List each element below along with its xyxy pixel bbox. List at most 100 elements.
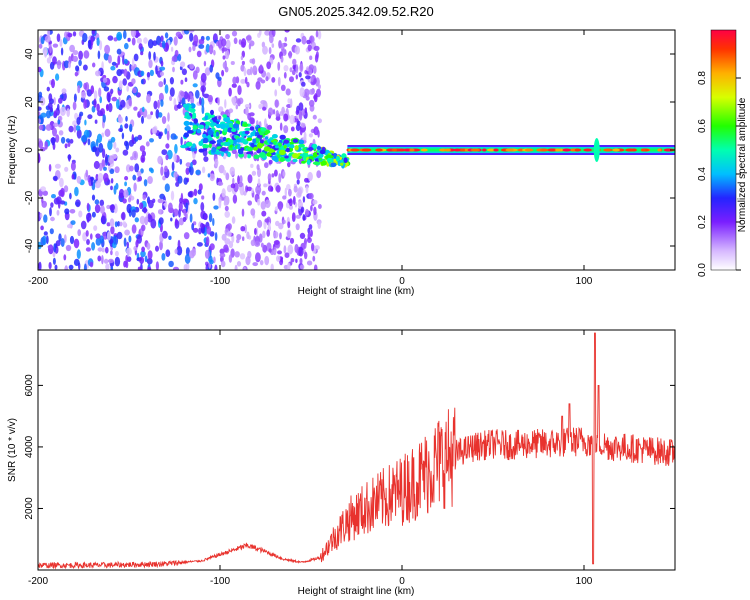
heatmap-cell — [239, 175, 243, 184]
heatmap-cell — [160, 99, 164, 107]
heatmap-cell — [211, 146, 216, 153]
heatmap-cell — [99, 40, 103, 51]
heatmap-cell — [216, 139, 223, 144]
heatmap-cell — [67, 224, 72, 229]
heatmap-cell — [40, 186, 46, 192]
heatmap-cell — [69, 209, 76, 214]
heatmap-cell — [200, 202, 205, 212]
heatmap-cell — [174, 248, 178, 254]
heatmap-cell — [182, 198, 189, 203]
heatmap-cell — [97, 110, 103, 117]
heatmap-cell — [204, 249, 210, 259]
heatmap-cell — [264, 255, 270, 266]
heatmap-cell — [207, 129, 214, 136]
heatmap-cell — [288, 198, 293, 207]
heatmap-cell — [69, 138, 74, 144]
heatmap-cell — [221, 188, 226, 198]
heatmap-cell — [296, 171, 301, 180]
heatmap-cell — [246, 186, 253, 192]
heatmap-cell — [92, 62, 96, 68]
heatmap-cell — [183, 177, 188, 185]
heatmap-cell — [657, 148, 662, 152]
heatmap-cell — [158, 112, 163, 118]
heatmap-cell — [570, 148, 576, 152]
heatmap-cell — [110, 226, 115, 235]
colorbar-tick-label: 0.8 — [697, 71, 708, 85]
heatmap-cell — [82, 32, 88, 43]
heatmap-cell — [180, 91, 185, 97]
heatmap-cell — [73, 93, 77, 103]
heatmap-cell — [470, 148, 481, 152]
heatmap-cell — [49, 228, 54, 235]
heatmap-cell — [288, 188, 292, 197]
heatmap-cell — [209, 64, 213, 73]
heatmap-cell — [183, 232, 190, 240]
heatmap-cell — [118, 116, 123, 124]
heatmap-cell — [226, 231, 232, 237]
heatmap-cell — [124, 176, 129, 181]
heatmap-cell — [56, 33, 61, 42]
heatmap-cell — [116, 231, 123, 240]
heatmap-cell — [164, 84, 169, 94]
heatmap-cell — [110, 185, 113, 191]
heatmap-cell — [87, 39, 92, 50]
heatmap-cell — [241, 133, 245, 138]
colorbar-gradient — [710, 29, 737, 271]
heatmap-cell — [277, 76, 281, 87]
heatmap-cell — [61, 88, 67, 94]
heatmap-cell — [201, 166, 206, 174]
heatmap-cell — [280, 55, 284, 63]
figure-title: GN05.2025.342.09.52.R20 — [278, 4, 433, 19]
heatmap-cell — [170, 190, 175, 201]
heatmap-cell — [313, 264, 318, 270]
heatmap-cell — [190, 95, 195, 105]
heatmap-cell — [318, 84, 321, 90]
heatmap-cell — [86, 202, 90, 211]
heatmap-cell — [63, 234, 67, 243]
heatmap-cell — [161, 40, 166, 49]
heatmap-cell — [259, 64, 263, 71]
heatmap-cell — [225, 39, 231, 50]
heatmap-cell — [169, 95, 173, 101]
heatmap-cell — [83, 82, 88, 90]
heatmap-cell — [91, 194, 96, 201]
heatmap-cell — [278, 173, 282, 184]
heatmap-cell — [244, 224, 248, 234]
heatmap-cell — [221, 151, 224, 157]
y-tick-label: 40 — [24, 48, 35, 60]
heatmap-cell — [221, 69, 225, 77]
heatmap-cell — [60, 47, 64, 56]
heatmap-cell — [291, 212, 296, 223]
heatmap-cell — [73, 258, 80, 266]
heatmap-cell — [285, 88, 291, 96]
heatmap-cell — [113, 37, 118, 42]
heatmap-cell — [157, 155, 163, 165]
heatmap-cell — [44, 35, 51, 43]
heatmap-cell — [330, 162, 337, 168]
heatmap-cell — [160, 60, 164, 67]
heatmap-cell — [101, 247, 105, 253]
heatmap-cell — [173, 152, 177, 162]
y-tick-label: 20 — [24, 96, 35, 108]
heatmap-cell — [303, 240, 307, 249]
heatmap-cell — [283, 113, 289, 122]
heatmap-cell — [285, 147, 290, 153]
heatmap-cell — [482, 148, 487, 152]
heatmap-cell — [201, 195, 205, 200]
heatmap-cell — [141, 150, 146, 157]
heatmap-cell — [85, 169, 89, 178]
heatmap-cell — [207, 94, 213, 103]
heatmap-cell — [219, 252, 226, 258]
heatmap-noise — [38, 30, 322, 270]
heatmap-cell — [311, 242, 315, 252]
heatmap-cell — [93, 225, 98, 232]
heatmap-cell — [124, 229, 130, 236]
heatmap-cell — [191, 223, 195, 231]
heatmap-cell — [175, 31, 182, 37]
heatmap-cell — [308, 224, 313, 230]
heatmap-cell — [189, 121, 193, 126]
heatmap-cell — [313, 126, 319, 136]
heatmap-cell — [212, 117, 217, 123]
heatmap-cell — [218, 115, 222, 121]
heatmap-cell — [243, 67, 247, 77]
